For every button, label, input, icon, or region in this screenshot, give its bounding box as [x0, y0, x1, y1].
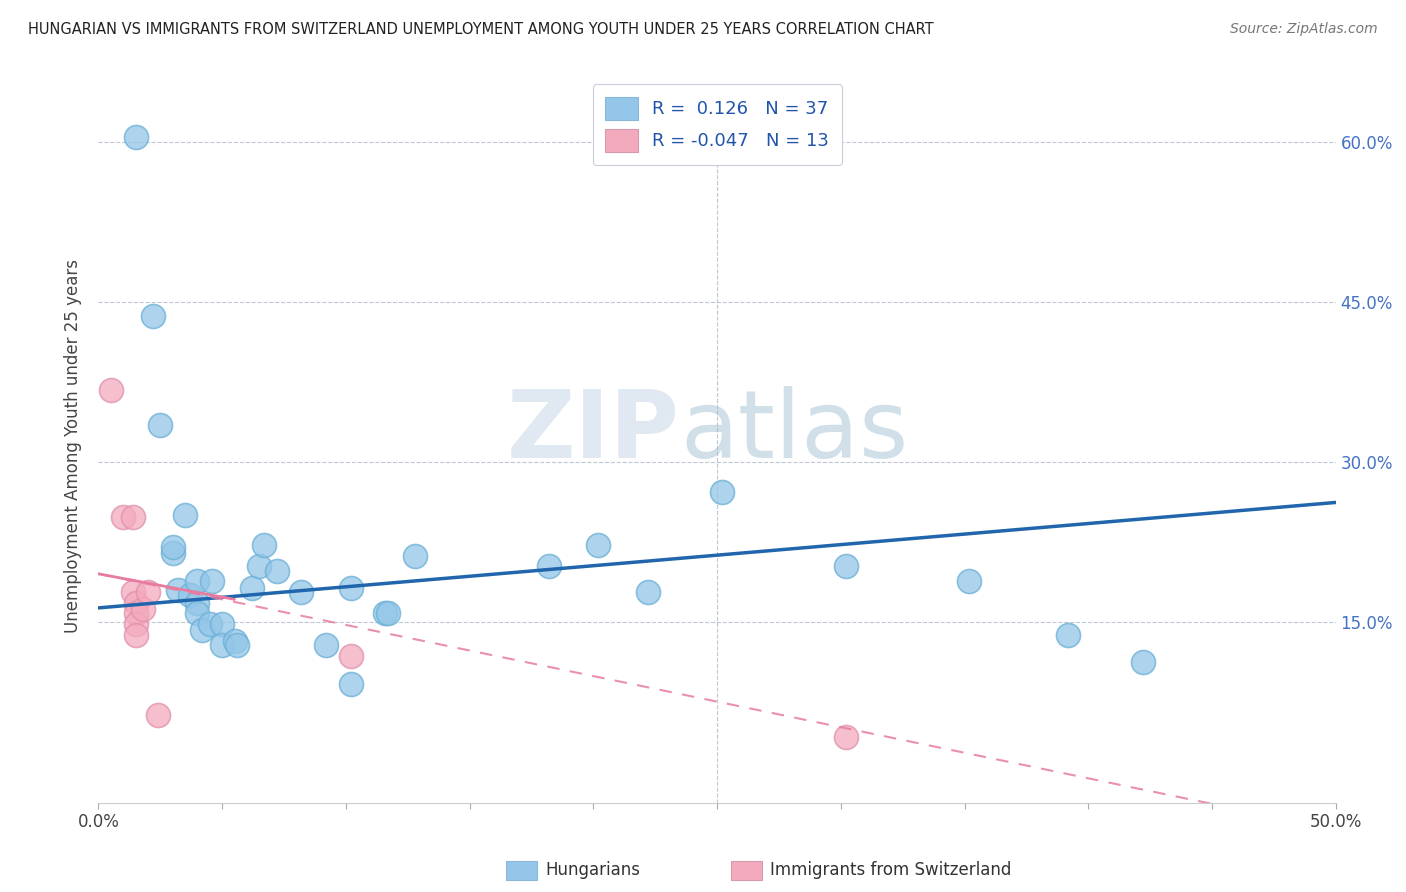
- Point: [340, 676, 363, 690]
- Point: [959, 574, 981, 589]
- Point: [290, 585, 312, 599]
- Point: [537, 559, 560, 574]
- Point: [142, 309, 165, 323]
- Point: [132, 602, 155, 616]
- Point: [136, 585, 159, 599]
- Point: [124, 596, 146, 610]
- Point: [835, 559, 858, 574]
- Point: [122, 585, 145, 599]
- Point: [377, 606, 399, 620]
- Point: [224, 634, 246, 648]
- Point: [124, 616, 146, 631]
- Text: Source: ZipAtlas.com: Source: ZipAtlas.com: [1230, 22, 1378, 37]
- Point: [211, 638, 233, 652]
- Point: [211, 616, 233, 631]
- Point: [404, 549, 426, 563]
- Point: [149, 417, 172, 432]
- Point: [124, 627, 146, 641]
- Point: [340, 581, 363, 595]
- Point: [186, 606, 208, 620]
- Point: [201, 574, 224, 589]
- Point: [179, 588, 201, 602]
- Point: [711, 484, 734, 499]
- Point: [146, 708, 169, 723]
- Point: [174, 508, 197, 523]
- Point: [100, 383, 122, 397]
- Text: atlas: atlas: [681, 385, 908, 478]
- Point: [588, 538, 610, 552]
- Point: [191, 624, 214, 638]
- Point: [253, 538, 276, 552]
- Point: [835, 730, 858, 744]
- Point: [315, 638, 337, 652]
- Point: [166, 582, 188, 597]
- Point: [186, 574, 208, 589]
- Point: [1132, 655, 1154, 669]
- Point: [186, 596, 208, 610]
- Point: [1057, 627, 1080, 641]
- Point: [340, 648, 363, 663]
- Text: Hungarians: Hungarians: [546, 861, 641, 879]
- Point: [162, 540, 184, 554]
- Point: [112, 510, 135, 524]
- Point: [247, 559, 270, 574]
- Point: [266, 564, 288, 578]
- Point: [374, 606, 396, 620]
- Point: [124, 606, 146, 620]
- Text: Immigrants from Switzerland: Immigrants from Switzerland: [770, 861, 1012, 879]
- Text: HUNGARIAN VS IMMIGRANTS FROM SWITZERLAND UNEMPLOYMENT AMONG YOUTH UNDER 25 YEARS: HUNGARIAN VS IMMIGRANTS FROM SWITZERLAND…: [28, 22, 934, 37]
- Point: [637, 585, 659, 599]
- Point: [240, 581, 263, 595]
- Point: [124, 130, 146, 145]
- Point: [122, 510, 145, 524]
- FancyBboxPatch shape: [506, 861, 537, 880]
- Y-axis label: Unemployment Among Youth under 25 years: Unemployment Among Youth under 25 years: [65, 259, 83, 633]
- Legend: R =  0.126   N = 37, R = -0.047   N = 13: R = 0.126 N = 37, R = -0.047 N = 13: [592, 84, 842, 165]
- Text: ZIP: ZIP: [508, 385, 681, 478]
- Point: [162, 545, 184, 559]
- Point: [198, 616, 221, 631]
- FancyBboxPatch shape: [731, 861, 762, 880]
- Point: [226, 638, 249, 652]
